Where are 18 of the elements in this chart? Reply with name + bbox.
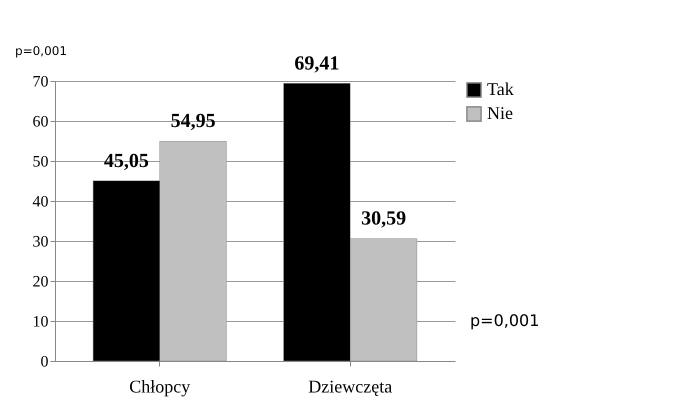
text: p=0,001 [15, 44, 68, 58]
legend-label: Nie [487, 103, 513, 123]
x-tick-label: Chłopcy [129, 376, 190, 396]
y-tick-label: 30 [32, 234, 48, 250]
data-label: 45,05 [104, 150, 149, 172]
legend-label: Tak [487, 79, 514, 99]
y-tick-label: 10 [32, 314, 48, 330]
y-tick-label: 0 [40, 354, 48, 370]
data-label: 69,41 [294, 52, 340, 74]
x-tick-label: Dziewczęta [308, 376, 392, 396]
y-tick-label: 70 [32, 74, 48, 90]
y-tick-label: 60 [32, 114, 48, 130]
text: p=0,001 [470, 311, 540, 330]
y-tick-label: 20 [32, 274, 48, 290]
y-tick-label: 40 [32, 194, 48, 210]
data-label: 30,59 [361, 208, 406, 230]
data-label: 54,95 [170, 110, 216, 132]
y-tick-label: 50 [32, 154, 48, 170]
